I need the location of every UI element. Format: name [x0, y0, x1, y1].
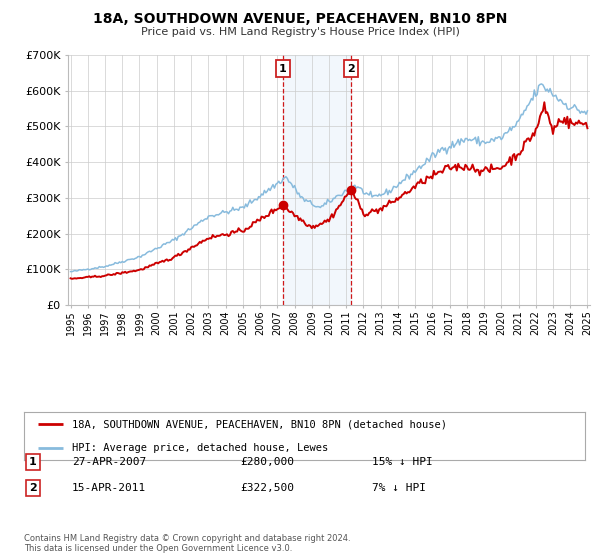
Text: 1: 1	[29, 457, 37, 467]
Text: £322,500: £322,500	[240, 483, 294, 493]
Text: 7% ↓ HPI: 7% ↓ HPI	[372, 483, 426, 493]
Text: Price paid vs. HM Land Registry's House Price Index (HPI): Price paid vs. HM Land Registry's House …	[140, 27, 460, 37]
Text: 2: 2	[29, 483, 37, 493]
Text: 1: 1	[279, 64, 287, 74]
Text: 18A, SOUTHDOWN AVENUE, PEACEHAVEN, BN10 8PN (detached house): 18A, SOUTHDOWN AVENUE, PEACEHAVEN, BN10 …	[71, 419, 446, 430]
Text: HPI: Average price, detached house, Lewes: HPI: Average price, detached house, Lewe…	[71, 442, 328, 452]
Text: £280,000: £280,000	[240, 457, 294, 467]
Text: 15-APR-2011: 15-APR-2011	[72, 483, 146, 493]
Text: 15% ↓ HPI: 15% ↓ HPI	[372, 457, 433, 467]
Text: Contains HM Land Registry data © Crown copyright and database right 2024.
This d: Contains HM Land Registry data © Crown c…	[24, 534, 350, 553]
Text: 2: 2	[347, 64, 355, 74]
Text: 18A, SOUTHDOWN AVENUE, PEACEHAVEN, BN10 8PN: 18A, SOUTHDOWN AVENUE, PEACEHAVEN, BN10 …	[93, 12, 507, 26]
Bar	[283, 55, 351, 305]
Text: 27-APR-2007: 27-APR-2007	[72, 457, 146, 467]
